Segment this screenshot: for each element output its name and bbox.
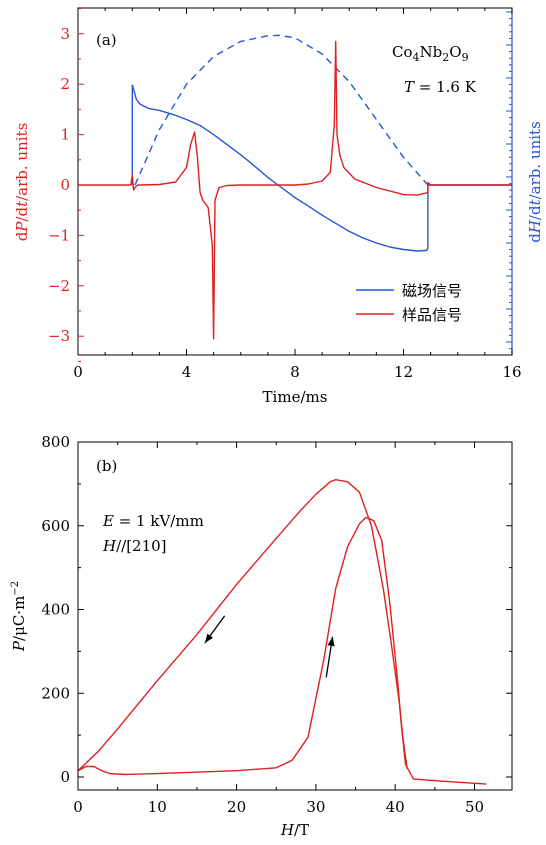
temperature-annotation: T = 1.6 K (404, 78, 477, 96)
orientation-annotation: H//[210] (102, 537, 167, 555)
x-tick-label: 8 (290, 363, 300, 381)
series-down-sweep (78, 479, 408, 772)
series-up-sweep (78, 516, 487, 785)
compound-annotation: Co4Nb2O9 (392, 43, 469, 64)
y-tick-label: 800 (41, 433, 70, 451)
legend: 磁场信号 样品信号 (356, 282, 462, 324)
x-tick-label: 12 (394, 363, 413, 381)
sweep-up-arrow (325, 636, 335, 678)
y-left-tick-label: −1 (48, 226, 70, 244)
y-tick-label: 0 (60, 768, 70, 786)
x-tick-label: 4 (182, 363, 192, 381)
y-left-tick-label: 2 (60, 75, 70, 93)
y-left-tick-label: −3 (48, 327, 70, 345)
field-annotation: E = 1 kV/mm (102, 512, 204, 530)
x-tick-label: 0 (73, 363, 83, 381)
y-left-tick-label: −2 (48, 277, 70, 295)
panel-a: 3 2 1 0 −1 −2 −3 0 4 8 12 16 (a) Co4Nb2O9 T = 1.6 … (13, 7, 544, 406)
x-tick-label: 0 (73, 798, 83, 816)
x-tick-label: 40 (386, 798, 405, 816)
y-tick-label: 200 (41, 684, 70, 702)
panel-label: (a) (96, 31, 117, 49)
sweep-down-arrow (204, 615, 226, 644)
x-axis-label: H/T (280, 821, 309, 839)
y-axis-label: P/μC·m−2 (10, 581, 28, 652)
y-tick-label: 400 (41, 601, 70, 619)
x-tick-label: 30 (306, 798, 325, 816)
x-tick-label: 50 (465, 798, 484, 816)
y-tick-label: 600 (41, 517, 70, 535)
plot-frame (77, 441, 513, 791)
legend-sample-label: 样品信号 (402, 306, 462, 324)
y-left-tick-label: 3 (60, 25, 70, 43)
x-tick-label: 20 (227, 798, 246, 816)
series-field (131, 84, 512, 252)
series-field-dashed (134, 34, 429, 186)
y-left-tick-label: 1 (60, 126, 70, 144)
series-sample (78, 40, 512, 340)
panel-b: 0 200 400 600 800 0 10 20 30 40 50 (b) E = 1 kV/m… (10, 433, 513, 839)
y-axis-label-right: dH/dt/arb. units (526, 121, 544, 243)
x-tick-label: 16 (502, 363, 521, 381)
panel-label: (b) (96, 457, 117, 475)
y-left-tick-label: 0 (60, 176, 70, 194)
y-axis-label-left: dP/dt/arb. units (13, 123, 31, 242)
legend-field-label: 磁场信号 (402, 282, 462, 300)
x-axis-label: Time/ms (263, 388, 328, 406)
x-tick-label: 10 (148, 798, 167, 816)
